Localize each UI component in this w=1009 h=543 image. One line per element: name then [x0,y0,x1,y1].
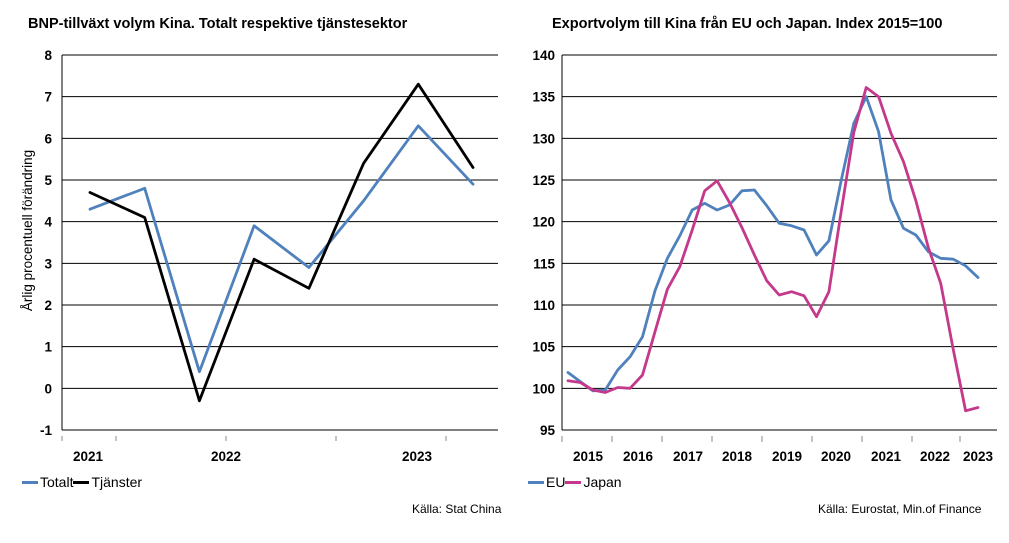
x-tick-label: 2023 [963,449,994,464]
legend-swatch-totalt [22,480,38,484]
y-tick-label: 6 [44,131,52,146]
y-tick-label: 110 [533,298,555,313]
y-axis-label: Årlig procentuell förändring [20,150,35,311]
series-line-eu [566,95,980,393]
right-source: Källa: Eurostat, Min.of Finance [818,502,982,516]
y-tick-label: 120 [532,215,555,230]
y-tick-label: 4 [44,215,52,230]
legend-item-tjanster: Tjänster [73,474,142,490]
x-tick-label: 2022 [920,449,950,464]
legend-label-eu: EU [546,474,566,490]
legend-swatch-eu [528,480,544,484]
x-tick-label: 2019 [772,449,802,464]
y-tick-label: 135 [532,90,555,105]
legend-label-tjanster: Tjänster [91,474,143,490]
y-tick-label: 0 [44,381,52,396]
legend-item-eu: EU [528,474,565,490]
y-tick-label: 2 [44,298,52,313]
left-chart-title: BNP-tillväxt volym Kina. Totalt respekti… [28,16,408,32]
series-line-japan [566,86,980,413]
right-chart-title: Exportvolym till Kina från EU och Japan.… [552,16,943,32]
y-tick-label: 5 [44,173,52,188]
series-line-totalt [88,124,475,374]
x-tick-label: 2016 [623,449,654,464]
y-tick-label: 140 [532,48,555,63]
right-legend: EU Japan [528,474,622,490]
y-tick-label: 130 [532,131,555,146]
y-tick-label: 105 [532,340,555,355]
left-chart: -1 0 1 2 3 4 5 6 7 8 Årlig procentuell förändring 2… [20,48,498,464]
x-tick-label: 2017 [673,449,703,464]
y-tick-label: 95 [540,423,556,438]
y-tick-label: 115 [533,256,555,271]
legend-swatch-tjanster [73,480,90,484]
y-tick-label: 8 [44,48,52,63]
legend-item-totalt: Totalt [22,474,73,490]
y-tick-label: 100 [532,381,555,396]
x-tick-label: 2021 [73,449,104,464]
y-tick-label: 1 [44,340,52,355]
x-tick-label: 2022 [211,449,241,464]
legend-label-japan: Japan [583,474,622,490]
series-line-tjänster [88,82,475,403]
y-tick-label: -1 [40,423,52,438]
y-tick-label: 125 [532,173,555,188]
x-tick-label: 2021 [871,449,902,464]
x-tick-label: 2018 [722,449,753,464]
left-source: Källa: Stat China [412,502,502,516]
legend-swatch-japan [565,480,582,484]
x-tick-label: 2020 [821,449,851,464]
x-tick-label: 2023 [402,449,433,464]
left-legend: Totalt Tjänster [22,474,142,490]
legend-item-japan: Japan [565,474,622,490]
y-tick-label: 7 [44,90,52,105]
legend-label-totalt: Totalt [40,474,74,490]
x-tick-label: 2015 [573,449,604,464]
y-tick-label: 3 [44,256,52,271]
